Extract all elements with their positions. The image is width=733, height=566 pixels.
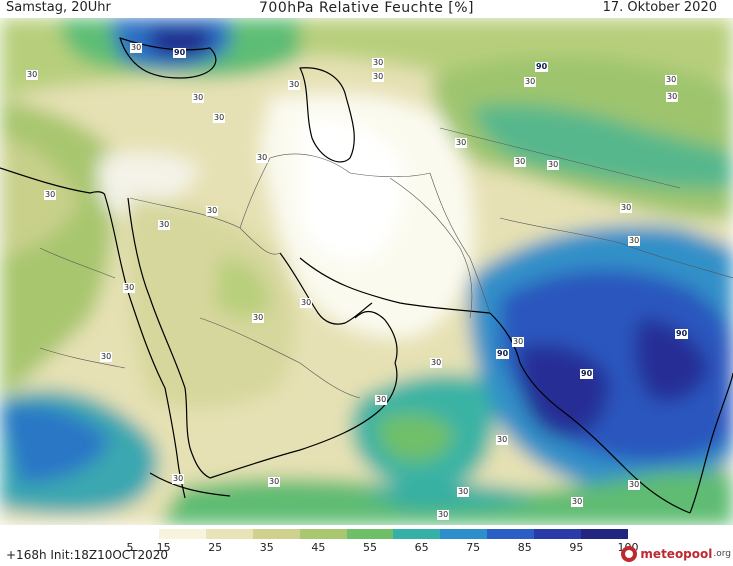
contour-label: 90 <box>675 329 689 339</box>
contour-label: 30 <box>268 477 281 487</box>
valid-time-label: Samstag, 20Uhr <box>6 0 111 15</box>
colorbar-tick-label: 65 <box>414 541 429 554</box>
colorbar-tick-label: 25 <box>208 541 223 554</box>
contour-label: 30 <box>206 206 219 216</box>
colorbar-segment <box>252 529 300 539</box>
humidity-map <box>0 18 733 525</box>
contour-label: 30 <box>288 80 301 90</box>
arabia-south-coast <box>209 362 398 479</box>
contour-label: 30 <box>665 75 678 85</box>
contour-label: 30 <box>300 298 313 308</box>
colorbar-segment <box>346 529 394 539</box>
meteopool-logo[interactable]: meteopool .org <box>621 544 731 564</box>
colorbar-segment <box>487 529 535 539</box>
iran-south-coast <box>299 257 491 314</box>
contour-label: 30 <box>256 153 269 163</box>
contour-label: 30 <box>372 72 385 82</box>
contour-label: 30 <box>213 113 226 123</box>
contour-label: 30 <box>547 160 560 170</box>
persian-gulf-coast <box>279 252 373 325</box>
borders <box>39 127 733 399</box>
contour-label: 30 <box>512 337 525 347</box>
oman-coast <box>354 310 398 364</box>
contour-label: 90 <box>580 369 594 379</box>
india-west-coast <box>489 312 691 514</box>
contour-label: 30 <box>628 236 641 246</box>
colorbar-tick-label: 15 <box>156 541 171 554</box>
colorbar-segment <box>393 529 441 539</box>
colorbar-tick-label: 55 <box>363 541 377 554</box>
contour-label: 30 <box>252 313 265 323</box>
forecast-run-label: +168h Init:18Z10OCT2020 <box>6 548 169 562</box>
contour-label: 90 <box>535 62 549 72</box>
colorbar-segment <box>205 529 253 539</box>
colorbar-tick-label: 45 <box>311 541 326 554</box>
contour-label: 30 <box>524 77 537 87</box>
contour-label: 30 <box>44 190 57 200</box>
contour-label: 30 <box>158 220 171 230</box>
contour-label: 30 <box>496 435 509 445</box>
logo-suffix: .org <box>713 549 731 559</box>
colorbar-tick-label: 75 <box>466 541 481 554</box>
colorbar-segment <box>581 529 628 539</box>
colorbar-tick-label: 85 <box>517 541 532 554</box>
colorbar-tick-label: 95 <box>569 541 584 554</box>
med-coast <box>0 167 106 197</box>
contour-label: 30 <box>457 487 470 497</box>
contour-label: 30 <box>430 358 443 368</box>
colorbar-tick-label: 35 <box>259 541 274 554</box>
colorbar-tick-label: 5 <box>126 541 134 554</box>
contour-label: 30 <box>620 203 633 213</box>
contour-label: 30 <box>26 70 39 80</box>
india-east-coast <box>689 372 733 514</box>
colorbar-segment <box>112 529 159 539</box>
colorbar-ticks: 5152535455565758595100 <box>112 541 639 555</box>
red-sea-west-coast <box>104 195 186 499</box>
horn-coast <box>149 472 231 497</box>
logo-icon <box>621 546 638 562</box>
contour-label: 30 <box>375 395 388 405</box>
contour-label: 30 <box>455 138 468 148</box>
colorbar-segment <box>534 529 582 539</box>
humidity-field <box>0 18 733 525</box>
contour-label: 30 <box>666 92 679 102</box>
map-title: 700hPa Relative Feuchte [%] <box>259 0 474 16</box>
black-sea <box>119 37 217 79</box>
contour-label: 30 <box>172 474 185 484</box>
contour-label: 90 <box>173 48 187 58</box>
contour-label: 30 <box>514 157 527 167</box>
contour-label: 30 <box>192 93 205 103</box>
date-label: 17. Oktober 2020 <box>602 0 717 15</box>
contour-label: 90 <box>496 349 510 359</box>
contour-label: 30 <box>571 497 584 507</box>
contour-label: 30 <box>123 283 136 293</box>
contour-label: 30 <box>437 510 450 520</box>
red-sea-east-coast <box>127 197 211 479</box>
colorbar-segment <box>440 529 488 539</box>
contour-label: 30 <box>100 352 113 362</box>
caspian-sea <box>299 67 355 163</box>
contour-label: 30 <box>130 43 143 53</box>
logo-text: meteopool <box>640 547 713 561</box>
colorbar-segment <box>158 529 206 539</box>
colorbar <box>112 529 628 539</box>
contour-label: 30 <box>628 480 641 490</box>
coastlines <box>0 37 733 514</box>
colorbar-segment <box>299 529 347 539</box>
contour-label: 30 <box>372 58 385 68</box>
